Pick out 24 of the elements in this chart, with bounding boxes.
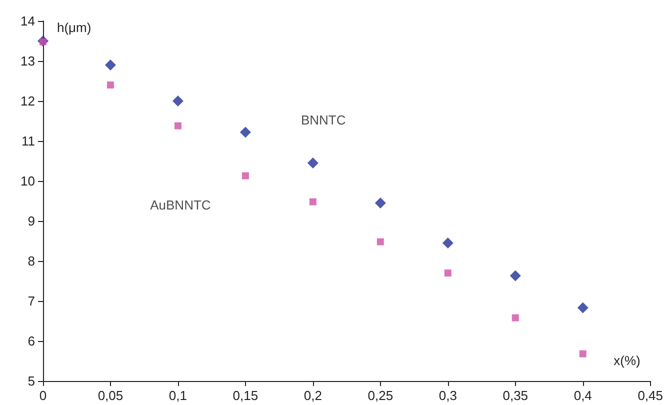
- x-tick-label: 0,25: [368, 388, 394, 403]
- y-tick-label: 9: [28, 214, 35, 228]
- text: BNNTC: [300, 112, 346, 128]
- x-tick-label: 0,1: [168, 388, 188, 403]
- x-tick-label: 0,35: [502, 388, 528, 403]
- x-tick-label: 0: [39, 388, 47, 403]
- y-axis-title: h(μm): [57, 20, 92, 35]
- y-tick-label: 11: [22, 134, 35, 148]
- x-tick-label: 0,15: [232, 388, 258, 403]
- text: AuBNNTC: [150, 197, 211, 212]
- y-tick-label: 8: [28, 254, 35, 268]
- x-tick-label: 0,45: [638, 388, 664, 403]
- y-tick-label: 10: [20, 174, 35, 188]
- x-tick-label: 0,05: [98, 388, 124, 403]
- y-tick-label: 12: [20, 94, 35, 108]
- y-tick-label: 5: [28, 374, 35, 388]
- y-tick-label: 7: [28, 294, 35, 308]
- y-tick-label: 13: [20, 54, 35, 68]
- y-tick-label: 6: [28, 334, 35, 348]
- x-axis-title: x(%): [614, 353, 640, 368]
- x-tick-label: 0,2: [304, 388, 322, 403]
- y-tick-label: 14: [20, 14, 35, 28]
- x-tick-label: 0,4: [574, 388, 592, 403]
- x-tick-label: 0,3: [438, 388, 457, 403]
